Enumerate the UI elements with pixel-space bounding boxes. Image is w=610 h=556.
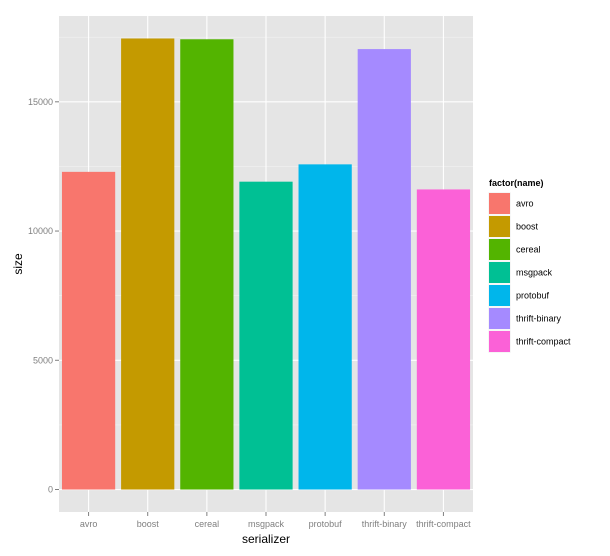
y-tick-label: 10000 <box>28 226 53 236</box>
legend: factor(name) avro boost cereal msgpack proto… <box>487 178 571 354</box>
x-tick-label: protobuf <box>309 519 343 529</box>
bar-boost <box>121 38 175 490</box>
bar-thrift-binary <box>357 49 411 490</box>
x-tick-label: thrift-binary <box>362 519 408 529</box>
legend-swatch-msgpack <box>489 262 510 283</box>
x-tick-label: msgpack <box>248 519 285 529</box>
legend-swatch-boost <box>489 216 510 237</box>
x-axis-title: serializer <box>242 532 290 546</box>
legend-label-thrift-binary: thrift-binary <box>516 314 562 324</box>
legend-label-cereal: cereal <box>516 245 541 255</box>
x-tick-label: boost <box>137 519 160 529</box>
legend-swatch-cereal <box>489 239 510 260</box>
legend-label-boost: boost <box>516 222 539 232</box>
x-tick-label: thrift-compact <box>416 519 471 529</box>
x-axis: avro boost cereal msgpack protobuf thrift-bin… <box>80 512 471 529</box>
y-axis: 0 5000 10000 15000 <box>28 97 59 495</box>
legend-label-avro: avro <box>516 199 534 209</box>
bar-cereal <box>180 39 234 490</box>
legend-swatch-thrift-binary <box>489 308 510 329</box>
bar-protobuf <box>298 164 352 490</box>
legend-title: factor(name) <box>489 178 544 188</box>
legend-swatch-protobuf <box>489 285 510 306</box>
y-tick-label: 0 <box>48 485 53 495</box>
x-tick-label: avro <box>80 519 98 529</box>
legend-swatch-thrift-compact <box>489 331 510 352</box>
legend-label-protobuf: protobuf <box>516 291 550 301</box>
bars <box>61 38 471 490</box>
legend-label-msgpack: msgpack <box>516 268 553 278</box>
y-tick-label: 15000 <box>28 97 53 107</box>
legend-items: avro boost cereal msgpack protobuf thrift-bin… <box>487 191 571 354</box>
legend-label-thrift-compact: thrift-compact <box>516 337 571 347</box>
legend-swatch-avro <box>489 193 510 214</box>
bar-msgpack <box>239 181 293 490</box>
y-tick-label: 5000 <box>33 355 53 365</box>
bar-thrift-compact <box>416 189 471 490</box>
y-axis-title: size <box>11 253 25 275</box>
bar-avro <box>61 171 116 490</box>
x-tick-label: cereal <box>195 519 220 529</box>
